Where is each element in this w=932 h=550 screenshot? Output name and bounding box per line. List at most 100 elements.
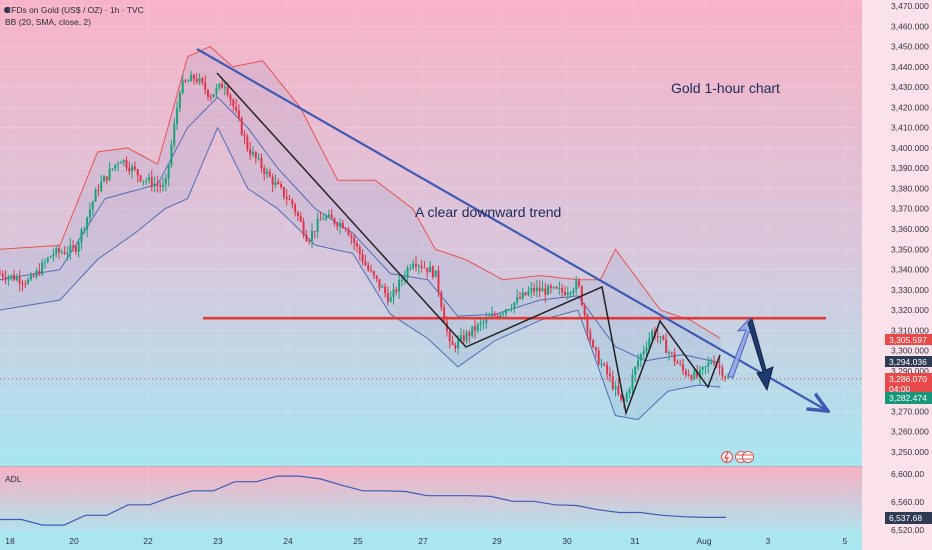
- candle-body: [226, 87, 229, 96]
- band-fill-area: [0, 46, 721, 420]
- us-flag-event-icon-2[interactable]: [742, 451, 754, 463]
- candle-body: [538, 287, 541, 292]
- middle-band-line[interactable]: [0, 96, 721, 364]
- adl-line: [0, 475, 726, 526]
- candle-body: [558, 288, 561, 290]
- candle-body: [620, 394, 623, 400]
- middle-band-badge: 3,294.036: [885, 356, 932, 367]
- candle-body: [305, 234, 308, 242]
- candle-body: [353, 237, 356, 244]
- price-tick-label: 3,410.000: [891, 123, 929, 133]
- candle-body: [159, 185, 162, 188]
- zigzag-pattern[interactable]: [216, 72, 721, 416]
- candle-body: [502, 313, 505, 315]
- lower-band-value: 3,282.474: [889, 393, 927, 403]
- candle-body: [504, 309, 507, 314]
- candle-body: [547, 285, 550, 295]
- candle-body: [221, 83, 224, 89]
- candle-body: [361, 254, 364, 262]
- candle-body: [499, 314, 502, 318]
- candle-body: [485, 318, 488, 323]
- candle-body: [319, 219, 322, 221]
- candle-body: [105, 176, 108, 181]
- lightning-event-icon[interactable]: [721, 451, 733, 463]
- adl-label[interactable]: ADL: [5, 474, 22, 484]
- adl-tick-label: 6,600.00: [891, 469, 924, 479]
- candle-body: [339, 222, 342, 227]
- candle-body: [597, 350, 600, 365]
- candle-body: [77, 242, 80, 252]
- candle-body: [308, 241, 311, 243]
- candle-body: [606, 364, 609, 374]
- candle-body: [724, 376, 727, 378]
- candle-body: [592, 340, 595, 348]
- price-tick-label: 3,300.000: [891, 346, 929, 356]
- bollinger-fill: [0, 46, 721, 420]
- lower-band-line[interactable]: [0, 126, 721, 421]
- candle-body: [420, 265, 423, 268]
- candle-body: [108, 168, 111, 181]
- candle-body: [468, 332, 471, 336]
- price-tick-label: 3,470.000: [891, 1, 929, 11]
- candle-body: [103, 176, 105, 182]
- price-tick-label: 3,370.000: [891, 204, 929, 214]
- candle-body: [181, 80, 184, 94]
- candle-body: [240, 118, 243, 135]
- candle-body: [696, 370, 699, 377]
- lightning-glyph-icon: [724, 451, 729, 463]
- candle-body: [341, 222, 344, 229]
- candle-body: [97, 189, 100, 191]
- candle-body: [10, 275, 13, 277]
- price-tick-label: 3,460.000: [891, 21, 929, 31]
- middle-band-value: 3,294.036: [889, 357, 927, 367]
- candle-body: [704, 366, 707, 368]
- candle-body: [639, 354, 642, 361]
- candle-body: [223, 87, 226, 89]
- candle-body: [479, 323, 482, 325]
- adl-series[interactable]: [0, 475, 726, 526]
- candle-body: [170, 145, 173, 166]
- candle-body: [195, 78, 198, 82]
- candle-body: [299, 216, 302, 222]
- candle-body: [347, 229, 350, 236]
- candle-body: [133, 166, 136, 170]
- candle-body: [139, 175, 142, 181]
- candle-body: [176, 108, 179, 125]
- candle-body: [313, 231, 316, 233]
- candle-body: [572, 290, 575, 293]
- candle-body: [209, 96, 212, 98]
- candle-body: [88, 209, 91, 218]
- candle-body: [693, 370, 696, 380]
- candle-body: [136, 169, 139, 176]
- candle-body: [440, 292, 443, 308]
- time-tick-label: 29: [492, 536, 502, 546]
- indicator-legend[interactable]: BB (20, SMA, close, 2): [5, 17, 91, 27]
- candle-body: [415, 263, 417, 267]
- candle-body: [490, 314, 493, 318]
- candle-body: [493, 314, 496, 316]
- symbol-legend[interactable]: CFDs on Gold (US$ / OZ) · 1h · TVC: [5, 5, 144, 15]
- price-tick-label: 3,330.000: [891, 285, 929, 295]
- candle-body: [72, 245, 75, 248]
- time-axis-ticks[interactable]: 18 20 22 23 24 25 27 29 30 31 Aug 3 5: [5, 536, 847, 546]
- candle-body: [201, 78, 204, 83]
- candle-body: [665, 339, 668, 354]
- candle-body: [721, 367, 724, 377]
- candle-body: [589, 331, 592, 341]
- candle-body: [578, 280, 581, 287]
- last-price-badge: 3,286.070 04:00: [885, 373, 932, 394]
- price-tick-label: 3,420.000: [891, 102, 929, 112]
- downtrend-line[interactable]: [196, 48, 826, 410]
- candle-body: [513, 302, 516, 309]
- candle-body: [327, 214, 330, 217]
- candle-body: [409, 267, 412, 269]
- projected-down-arrow[interactable]: [747, 318, 774, 392]
- candle-body: [462, 335, 465, 341]
- candle-body: [167, 165, 170, 179]
- candle-body: [707, 362, 710, 367]
- candle-body: [271, 176, 274, 185]
- adl-axis-ticks[interactable]: 6,600.00 6,560.00 6,520.00: [891, 469, 924, 535]
- price-tick-label: 3,260.000: [891, 427, 929, 437]
- event-icons[interactable]: [721, 451, 754, 463]
